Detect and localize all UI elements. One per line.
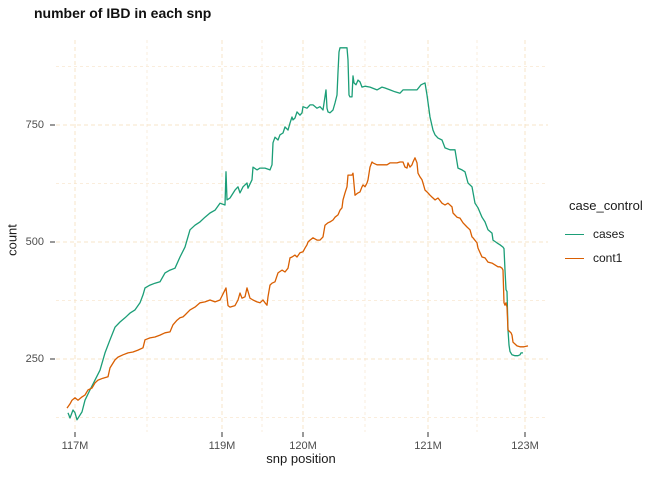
legend-label: cases [593, 227, 625, 241]
x-tick-label: 120M [289, 440, 317, 452]
legend-items: cases cont1 [565, 222, 624, 270]
x-tick-label: 121M [414, 440, 442, 452]
y-tick-label: 500 [25, 236, 44, 248]
legend-key-line [565, 257, 584, 259]
legend-item-cases: cases [565, 222, 624, 246]
x-tick-label: 117M [61, 440, 89, 452]
y-tick-label: 750 [25, 119, 44, 131]
x-tick-label: 123M [511, 440, 539, 452]
cases-line [67, 47, 523, 421]
x-tick-label: 119M [208, 440, 236, 452]
cont1-line [66, 157, 529, 409]
legend-key-line [565, 233, 584, 235]
y-tick-label: 250 [25, 353, 44, 365]
legend-label: cont1 [593, 251, 623, 265]
chart-title: number of IBD in each snp [34, 5, 212, 21]
x-axis-title: snp position [266, 451, 336, 466]
legend-title: case_control [569, 198, 643, 213]
legend-item-cont1: cont1 [565, 246, 624, 270]
